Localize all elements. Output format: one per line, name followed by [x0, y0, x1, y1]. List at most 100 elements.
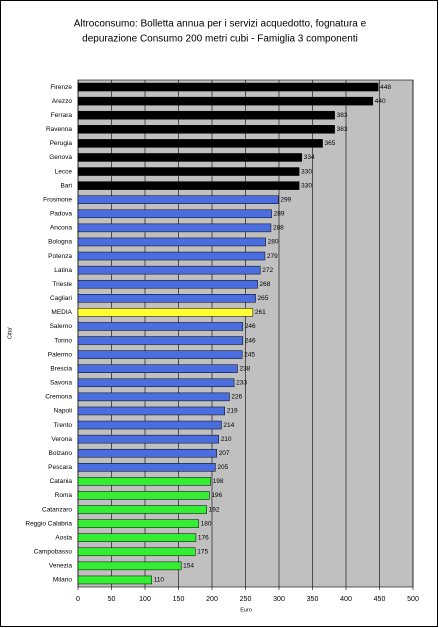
y-tick-label: Catanzaro	[42, 506, 72, 513]
x-tick-label: 100	[139, 596, 151, 603]
value-label: 210	[221, 436, 232, 443]
value-label: 246	[245, 323, 256, 330]
y-tick-label: Torino	[54, 337, 72, 344]
y-tick-label: Latina	[54, 267, 72, 274]
y-tick-label: Salerno	[50, 323, 73, 330]
value-label: 334	[304, 154, 315, 161]
y-tick-label: Reggio Calabria	[25, 520, 72, 527]
chart-title: Altroconsumo: Bolletta annua per i servi…	[74, 19, 367, 30]
value-label: 330	[301, 182, 312, 189]
value-label: 440	[375, 98, 386, 105]
y-tick-label: Frosinone	[43, 196, 72, 203]
y-tick-label: Aosta	[55, 534, 72, 541]
value-label: 110	[154, 577, 165, 584]
y-tick-label: Palermo	[48, 351, 73, 358]
y-tick-label: MEDIA	[51, 309, 72, 316]
value-label: 261	[255, 309, 266, 316]
bar	[77, 237, 266, 247]
bar	[77, 110, 335, 120]
bar	[77, 448, 217, 458]
chart-title: depurazione Consumo 200 metri cubi - Fam…	[82, 34, 358, 45]
y-tick-label: Bologna	[48, 239, 72, 246]
value-label: 265	[258, 295, 269, 302]
bar	[77, 308, 254, 317]
bar	[77, 364, 238, 373]
y-tick-label: Lecce	[55, 168, 73, 175]
value-label: 207	[219, 450, 230, 457]
y-tick-label: Milano	[53, 577, 73, 584]
value-label: 330	[301, 168, 312, 175]
y-tick-label: Campobasso	[34, 549, 73, 556]
y-tick-label: Firenze	[50, 84, 72, 91]
value-label: 280	[268, 239, 279, 246]
y-tick-label: Bari	[60, 182, 72, 189]
y-axis-label: Citta'	[7, 327, 13, 339]
bar	[77, 533, 197, 542]
value-label: 192	[209, 506, 220, 513]
value-label: 448	[380, 84, 391, 91]
bar	[77, 209, 272, 219]
value-label: 238	[239, 365, 250, 372]
bar	[77, 322, 244, 331]
value-label: 289	[274, 211, 285, 218]
value-label: 226	[231, 394, 242, 401]
bar	[77, 167, 300, 176]
bar	[77, 561, 182, 571]
bar	[77, 294, 256, 303]
bar	[77, 350, 243, 359]
value-label: 299	[280, 196, 291, 203]
y-tick-label: Napoli	[54, 408, 72, 415]
value-label: 383	[337, 112, 348, 119]
y-tick-label: Savona	[50, 380, 72, 387]
y-tick-label: Verona	[51, 436, 72, 443]
value-label: 196	[211, 492, 222, 499]
y-tick-label: Pescara	[48, 464, 72, 471]
x-tick-label: 300	[273, 596, 285, 603]
value-label: 365	[325, 140, 336, 147]
x-tick-label: 0	[76, 596, 80, 603]
bar	[77, 223, 272, 233]
y-tick-label: Bolzano	[49, 450, 73, 457]
y-tick-label: Brescia	[50, 365, 72, 372]
bar	[77, 547, 196, 557]
bar	[77, 575, 152, 585]
x-tick-label: 350	[307, 596, 319, 603]
value-label: 175	[197, 549, 208, 556]
bar	[77, 265, 261, 275]
y-tick-label: Venezia	[49, 563, 73, 570]
y-tick-label: Perugia	[50, 140, 73, 147]
x-tick-label: 150	[173, 596, 185, 603]
value-label: 198	[213, 478, 224, 485]
bar	[77, 378, 235, 388]
y-tick-label: Padova	[50, 211, 72, 218]
bar	[77, 251, 266, 261]
bar	[77, 96, 374, 106]
y-tick-label: Trento	[53, 422, 72, 429]
bar	[77, 181, 300, 190]
bar	[77, 420, 222, 430]
y-tick-label: Ravenna	[46, 126, 72, 133]
bar	[77, 463, 216, 472]
bar	[77, 505, 207, 514]
value-label: 176	[198, 534, 209, 541]
x-tick-label: 200	[206, 596, 218, 603]
bar	[77, 519, 199, 528]
value-label: 272	[262, 267, 273, 274]
bar	[77, 153, 303, 162]
value-label: 180	[201, 520, 212, 527]
y-tick-label: Trieste	[52, 281, 72, 288]
y-tick-label: Potenza	[48, 253, 72, 260]
value-label: 279	[267, 253, 278, 260]
bar	[77, 82, 379, 92]
bar	[77, 139, 323, 148]
value-label: 246	[245, 337, 256, 344]
y-tick-label: Roma	[55, 492, 73, 499]
bar	[77, 125, 335, 134]
bar	[77, 195, 279, 204]
value-label: 205	[217, 464, 228, 471]
bar	[77, 336, 244, 345]
value-label: 219	[227, 408, 238, 415]
y-tick-label: Genova	[49, 154, 72, 161]
x-tick-label: 50	[108, 596, 116, 603]
value-label: 154	[183, 563, 194, 570]
